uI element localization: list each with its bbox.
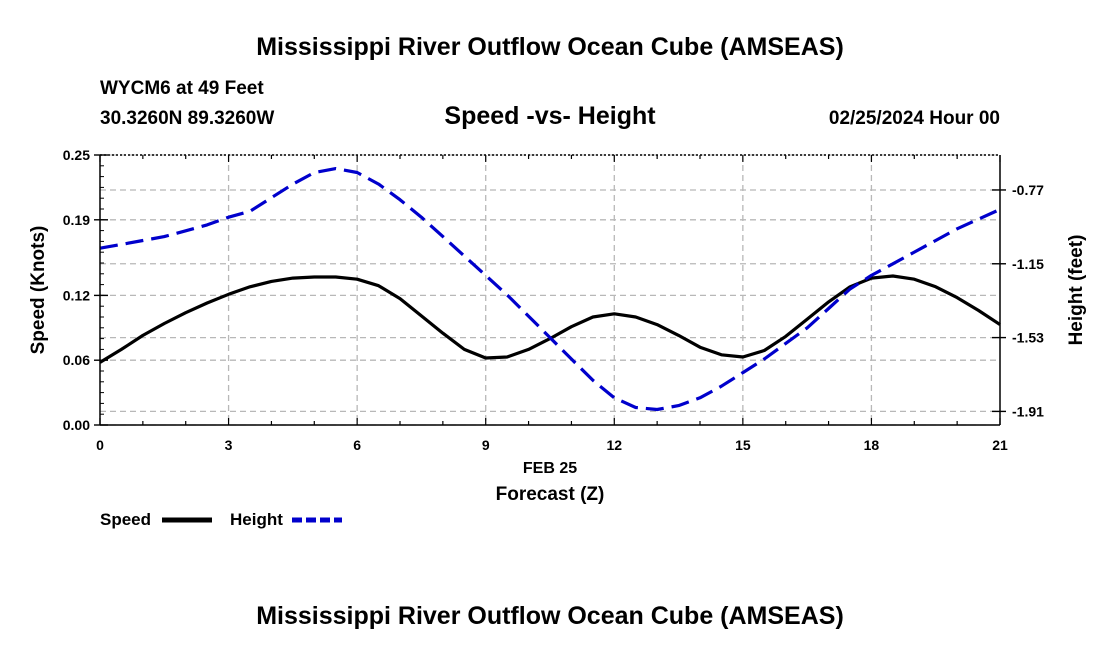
x-tick-label: 6 [353,437,361,453]
x-tick-label: 0 [96,437,104,453]
y2-axis-ticks: -1.91 -1.53 -1.15 -0.77 [992,182,1044,419]
station-label: WYCM6 at 49 Feet [100,78,264,99]
y2-tick-label: -1.91 [1012,403,1044,419]
forecast-datetime: 02/25/2024 Hour 00 [829,108,1000,129]
y-tick-label: 0.19 [63,212,90,228]
y-axis-label: Speed (Knots) [28,226,49,355]
x-tick-label: 12 [606,437,622,453]
y-tick-label: 0.06 [63,352,90,368]
footer-title: Mississippi River Outflow Ocean Cube (AM… [256,602,844,630]
legend: Speed Height [100,510,342,529]
chart-title: Speed -vs- Height [444,102,656,130]
series-line-speed [99,274,1001,364]
x-tick-label: 18 [864,437,880,453]
y2-tick-label: -1.53 [1012,330,1044,346]
series-layer [99,167,1001,412]
page-title: Mississippi River Outflow Ocean Cube (AM… [256,33,844,61]
x-tick-label: 15 [735,437,751,453]
y-axis-ticks: 0.00 0.06 0.12 0.19 0.25 [63,147,108,433]
y2-axis-label: Height (feet) [1066,235,1087,346]
grid-lines [100,154,1000,426]
y-tick-label: 0.25 [63,147,90,163]
legend-speed-label: Speed [100,510,151,529]
series-line-height [99,167,1001,412]
x-axis-label: Forecast (Z) [496,484,605,505]
x-axis-ticks: 0 3 6 9 12 15 18 21 [96,155,1008,453]
x-tick-label: 21 [992,437,1008,453]
y-tick-label: 0.00 [63,417,90,433]
y2-tick-label: -1.15 [1012,256,1044,272]
coordinates-label: 30.3260N 89.3260W [100,108,274,129]
axes [99,154,1001,426]
x-tick-label: 3 [225,437,233,453]
legend-height-label: Height [230,510,283,529]
x-date-label: FEB 25 [523,460,577,477]
x-tick-label: 9 [482,437,490,453]
y2-tick-label: -0.77 [1012,182,1044,198]
y-tick-label: 0.12 [63,287,90,303]
